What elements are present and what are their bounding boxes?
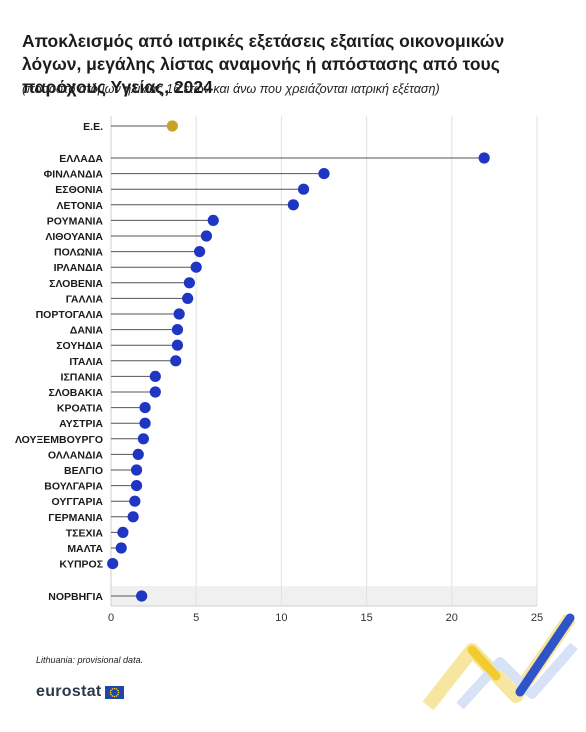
category-label-24: ΓΕΡΜΑΝΙΑ bbox=[48, 512, 103, 524]
logo-text: eurostat bbox=[36, 683, 102, 700]
data-point-20 bbox=[132, 448, 144, 460]
category-label-16: ΣΛΟΒΑΚΙΑ bbox=[49, 387, 104, 399]
x-tick-label-5: 25 bbox=[531, 612, 543, 624]
category-label-11: ΠΟΡΤΟΓΑΛΙΑ bbox=[36, 309, 104, 321]
data-point-1 bbox=[478, 152, 490, 164]
dot-chart: 0 5 10 15 20 25 Ε.Ε. ΕΛΛΑΔΑ ΦΙΝΛΑΝΔΙΑ ΕΣΘΟΝΙΑ ΛΕΤΟ… bbox=[15, 116, 543, 624]
category-label-26: ΜΑΛΤΑ bbox=[67, 543, 103, 555]
category-label-5: ΡΟΥΜΑΝΙΑ bbox=[47, 215, 104, 227]
data-point-5 bbox=[207, 214, 219, 226]
data-point-12 bbox=[171, 324, 184, 336]
data-point-14 bbox=[170, 355, 182, 367]
data-point-4 bbox=[287, 199, 299, 211]
x-tick-label-4: 20 bbox=[446, 612, 458, 624]
category-label-22: ΒΟΥΛΓΑΡΙΑ bbox=[44, 481, 103, 493]
data-point-7 bbox=[194, 246, 206, 258]
category-label-4: ΛΕΤΟΝΙΑ bbox=[57, 200, 104, 212]
category-label-17: ΚΡΟΑΤΙΑ bbox=[57, 403, 104, 415]
category-label-18: ΑΥΣΤΡΙΑ bbox=[59, 418, 103, 430]
category-label-13: ΣΟΥΗΔΙΑ bbox=[56, 340, 103, 352]
chart-subtitle: (ποσοστό ατόμων ηλικίας 16 ετών και άνω … bbox=[22, 82, 440, 96]
category-label-27: ΚΥΠΡΟΣ bbox=[59, 559, 103, 571]
category-label-0: Ε.Ε. bbox=[83, 121, 103, 133]
category-label-21: ΒΕΛΓΙΟ bbox=[64, 465, 103, 477]
category-label-3: ΕΣΘΟΝΙΑ bbox=[55, 184, 103, 196]
data-point-17 bbox=[139, 402, 151, 414]
data-point-9 bbox=[183, 277, 195, 289]
eurostat-logo: eurostat bbox=[36, 683, 124, 701]
data-point-16 bbox=[149, 386, 161, 398]
data-point-6 bbox=[200, 230, 213, 242]
non-eu-band bbox=[111, 586, 537, 606]
category-label-6: ΛΙΘΟΥΑΝΙΑ bbox=[45, 231, 103, 243]
data-point-18 bbox=[139, 417, 151, 429]
category-label-15: ΙΣΠΑΝΙΑ bbox=[61, 371, 104, 383]
data-point-0 bbox=[166, 120, 178, 132]
category-label-1: ΕΛΛΑΔΑ bbox=[59, 153, 103, 165]
footnote: Lithuania: provisional data. bbox=[36, 655, 144, 665]
category-label-19: ΛΟΥΞΕΜΒΟΥΡΓΟ bbox=[15, 434, 103, 446]
category-label-10: ΓΑΛΛΙΑ bbox=[66, 293, 104, 305]
category-label-12: ΔΑΝΙΑ bbox=[70, 325, 104, 337]
category-label-20: ΟΛΛΑΝΔΙΑ bbox=[48, 449, 104, 461]
x-tick-label-0: 0 bbox=[108, 612, 114, 624]
data-point-23 bbox=[129, 495, 141, 507]
data-point-15 bbox=[149, 370, 161, 382]
x-tick-label-1: 5 bbox=[193, 612, 199, 624]
data-point-3 bbox=[297, 183, 310, 195]
category-label-23: ΟΥΓΓΑΡΙΑ bbox=[52, 496, 104, 508]
category-label-2: ΦΙΝΛΑΝΔΙΑ bbox=[44, 169, 104, 181]
data-point-24 bbox=[127, 511, 139, 523]
category-label-14: ΙΤΑΛΙΑ bbox=[69, 356, 103, 368]
data-point-13 bbox=[171, 339, 184, 351]
data-point-26 bbox=[115, 542, 127, 554]
data-point-19 bbox=[137, 433, 149, 445]
data-point-22 bbox=[130, 480, 143, 492]
category-label-7: ΠΟΛΩΝΙΑ bbox=[54, 247, 103, 259]
data-point-25 bbox=[117, 526, 129, 539]
decorative-swoosh bbox=[422, 613, 578, 710]
eu-flag-icon bbox=[104, 685, 124, 699]
data-point-8 bbox=[190, 261, 202, 273]
x-tick-label-3: 15 bbox=[360, 612, 372, 624]
category-label-25: ΤΣΕΧΙΑ bbox=[66, 527, 104, 539]
x-tick-label-2: 10 bbox=[275, 612, 287, 624]
data-point-28 bbox=[136, 590, 148, 602]
data-point-11 bbox=[173, 308, 185, 320]
category-label-8: ΙΡΛΑΝΔΙΑ bbox=[54, 262, 104, 274]
data-point-10 bbox=[182, 292, 194, 304]
data-point-27 bbox=[107, 558, 119, 570]
data-point-2 bbox=[318, 168, 330, 180]
chart-title: Αποκλεισμός από ιατρικές εξετάσεις εξαιτ… bbox=[22, 31, 505, 97]
category-label-28: ΝΟΡΒΗΓΙΑ bbox=[48, 591, 103, 603]
data-point-21 bbox=[130, 464, 143, 476]
category-label-9: ΣΛΟΒΕΝΙΑ bbox=[49, 278, 103, 290]
